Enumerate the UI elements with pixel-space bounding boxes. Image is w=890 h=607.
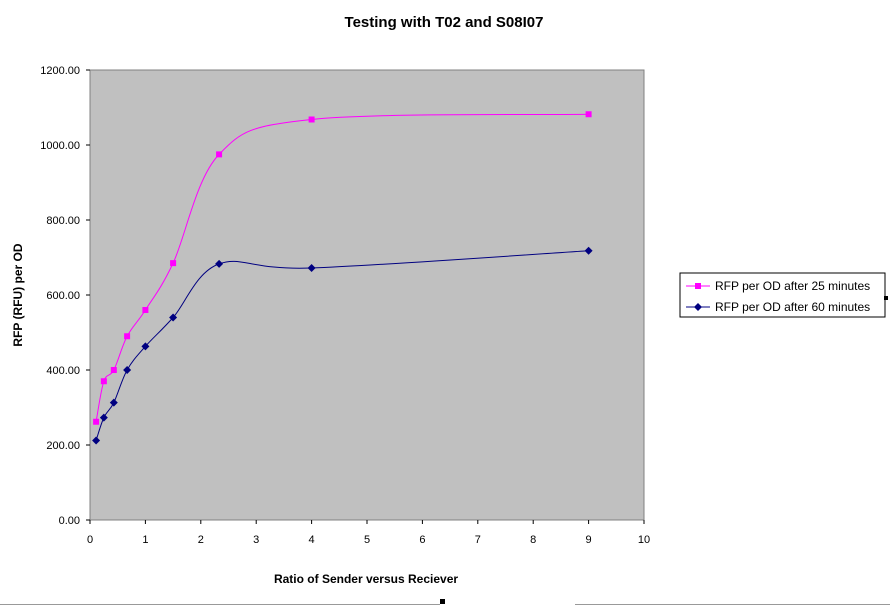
legend-marker	[694, 303, 702, 311]
y-tick-label: 600.00	[46, 290, 80, 302]
series-1-point	[142, 307, 149, 313]
series-layer	[92, 111, 593, 445]
x-tick-label: 5	[364, 534, 370, 546]
series-2-point	[109, 398, 118, 407]
series-1	[93, 111, 592, 425]
series-1-line	[95, 113, 589, 422]
legend-label: RFP per OD after 60 minutes	[715, 300, 870, 314]
series-2-point	[123, 366, 132, 374]
legend: RFP per OD after 25 minutes RFP per OD af…	[679, 272, 886, 318]
series-2-point	[215, 259, 224, 268]
y-tick-label: 1200.00	[40, 65, 80, 77]
edge-marker	[884, 296, 888, 300]
series-1-point	[585, 111, 592, 118]
x-tick-label: 4	[309, 534, 315, 546]
series-1-point	[93, 418, 100, 425]
y-tick-label: 800.00	[46, 215, 80, 227]
series-2-point	[584, 246, 593, 255]
series-1-point	[110, 367, 117, 373]
series-2-point	[307, 264, 316, 272]
series-1-point	[100, 378, 107, 385]
series-2-point	[141, 342, 150, 351]
series-2-point	[169, 313, 178, 322]
x-tick-label: 1	[142, 534, 148, 546]
y-axis-title: RFP (RFU) per OD	[11, 243, 25, 346]
x-axis-ticks: 0 1 2 3 4 5 6 7 8 9 10	[87, 520, 650, 546]
legend-box	[679, 272, 886, 318]
legend-marker	[695, 283, 701, 289]
y-tick-label: 0.00	[59, 515, 80, 527]
series-1-point	[216, 151, 223, 158]
x-tick-label: 10	[638, 534, 650, 546]
series-1-point	[308, 116, 315, 123]
x-tick-label: 7	[475, 534, 481, 546]
y-tick-label: 200.00	[46, 440, 80, 452]
series-2-point	[92, 436, 101, 445]
legend-label: RFP per OD after 25 minutes	[715, 279, 870, 293]
x-tick-label: 6	[419, 534, 425, 546]
x-axis-title: Ratio of Sender versus Reciever	[274, 572, 458, 586]
x-tick-label: 8	[530, 534, 536, 546]
chart-title: Testing with T02 and S08I07	[345, 14, 544, 31]
series-1-point	[124, 333, 131, 340]
plot-area	[89, 69, 645, 521]
x-tick-label: 2	[198, 534, 204, 546]
x-tick-label: 9	[586, 534, 592, 546]
y-tick-label: 400.00	[46, 365, 80, 377]
series-2-line	[95, 250, 589, 441]
y-tick-label: 1000.00	[40, 140, 80, 152]
y-axis-ticks: 0.00 200.00 400.00 600.00 800.00 1000.00 1200.…	[40, 65, 90, 527]
series-2	[92, 246, 593, 445]
x-tick-label: 3	[253, 534, 259, 546]
series-1-point	[170, 260, 177, 267]
bottom-marker	[440, 599, 445, 604]
series-2-point	[99, 413, 108, 422]
x-tick-label: 0	[87, 534, 93, 546]
